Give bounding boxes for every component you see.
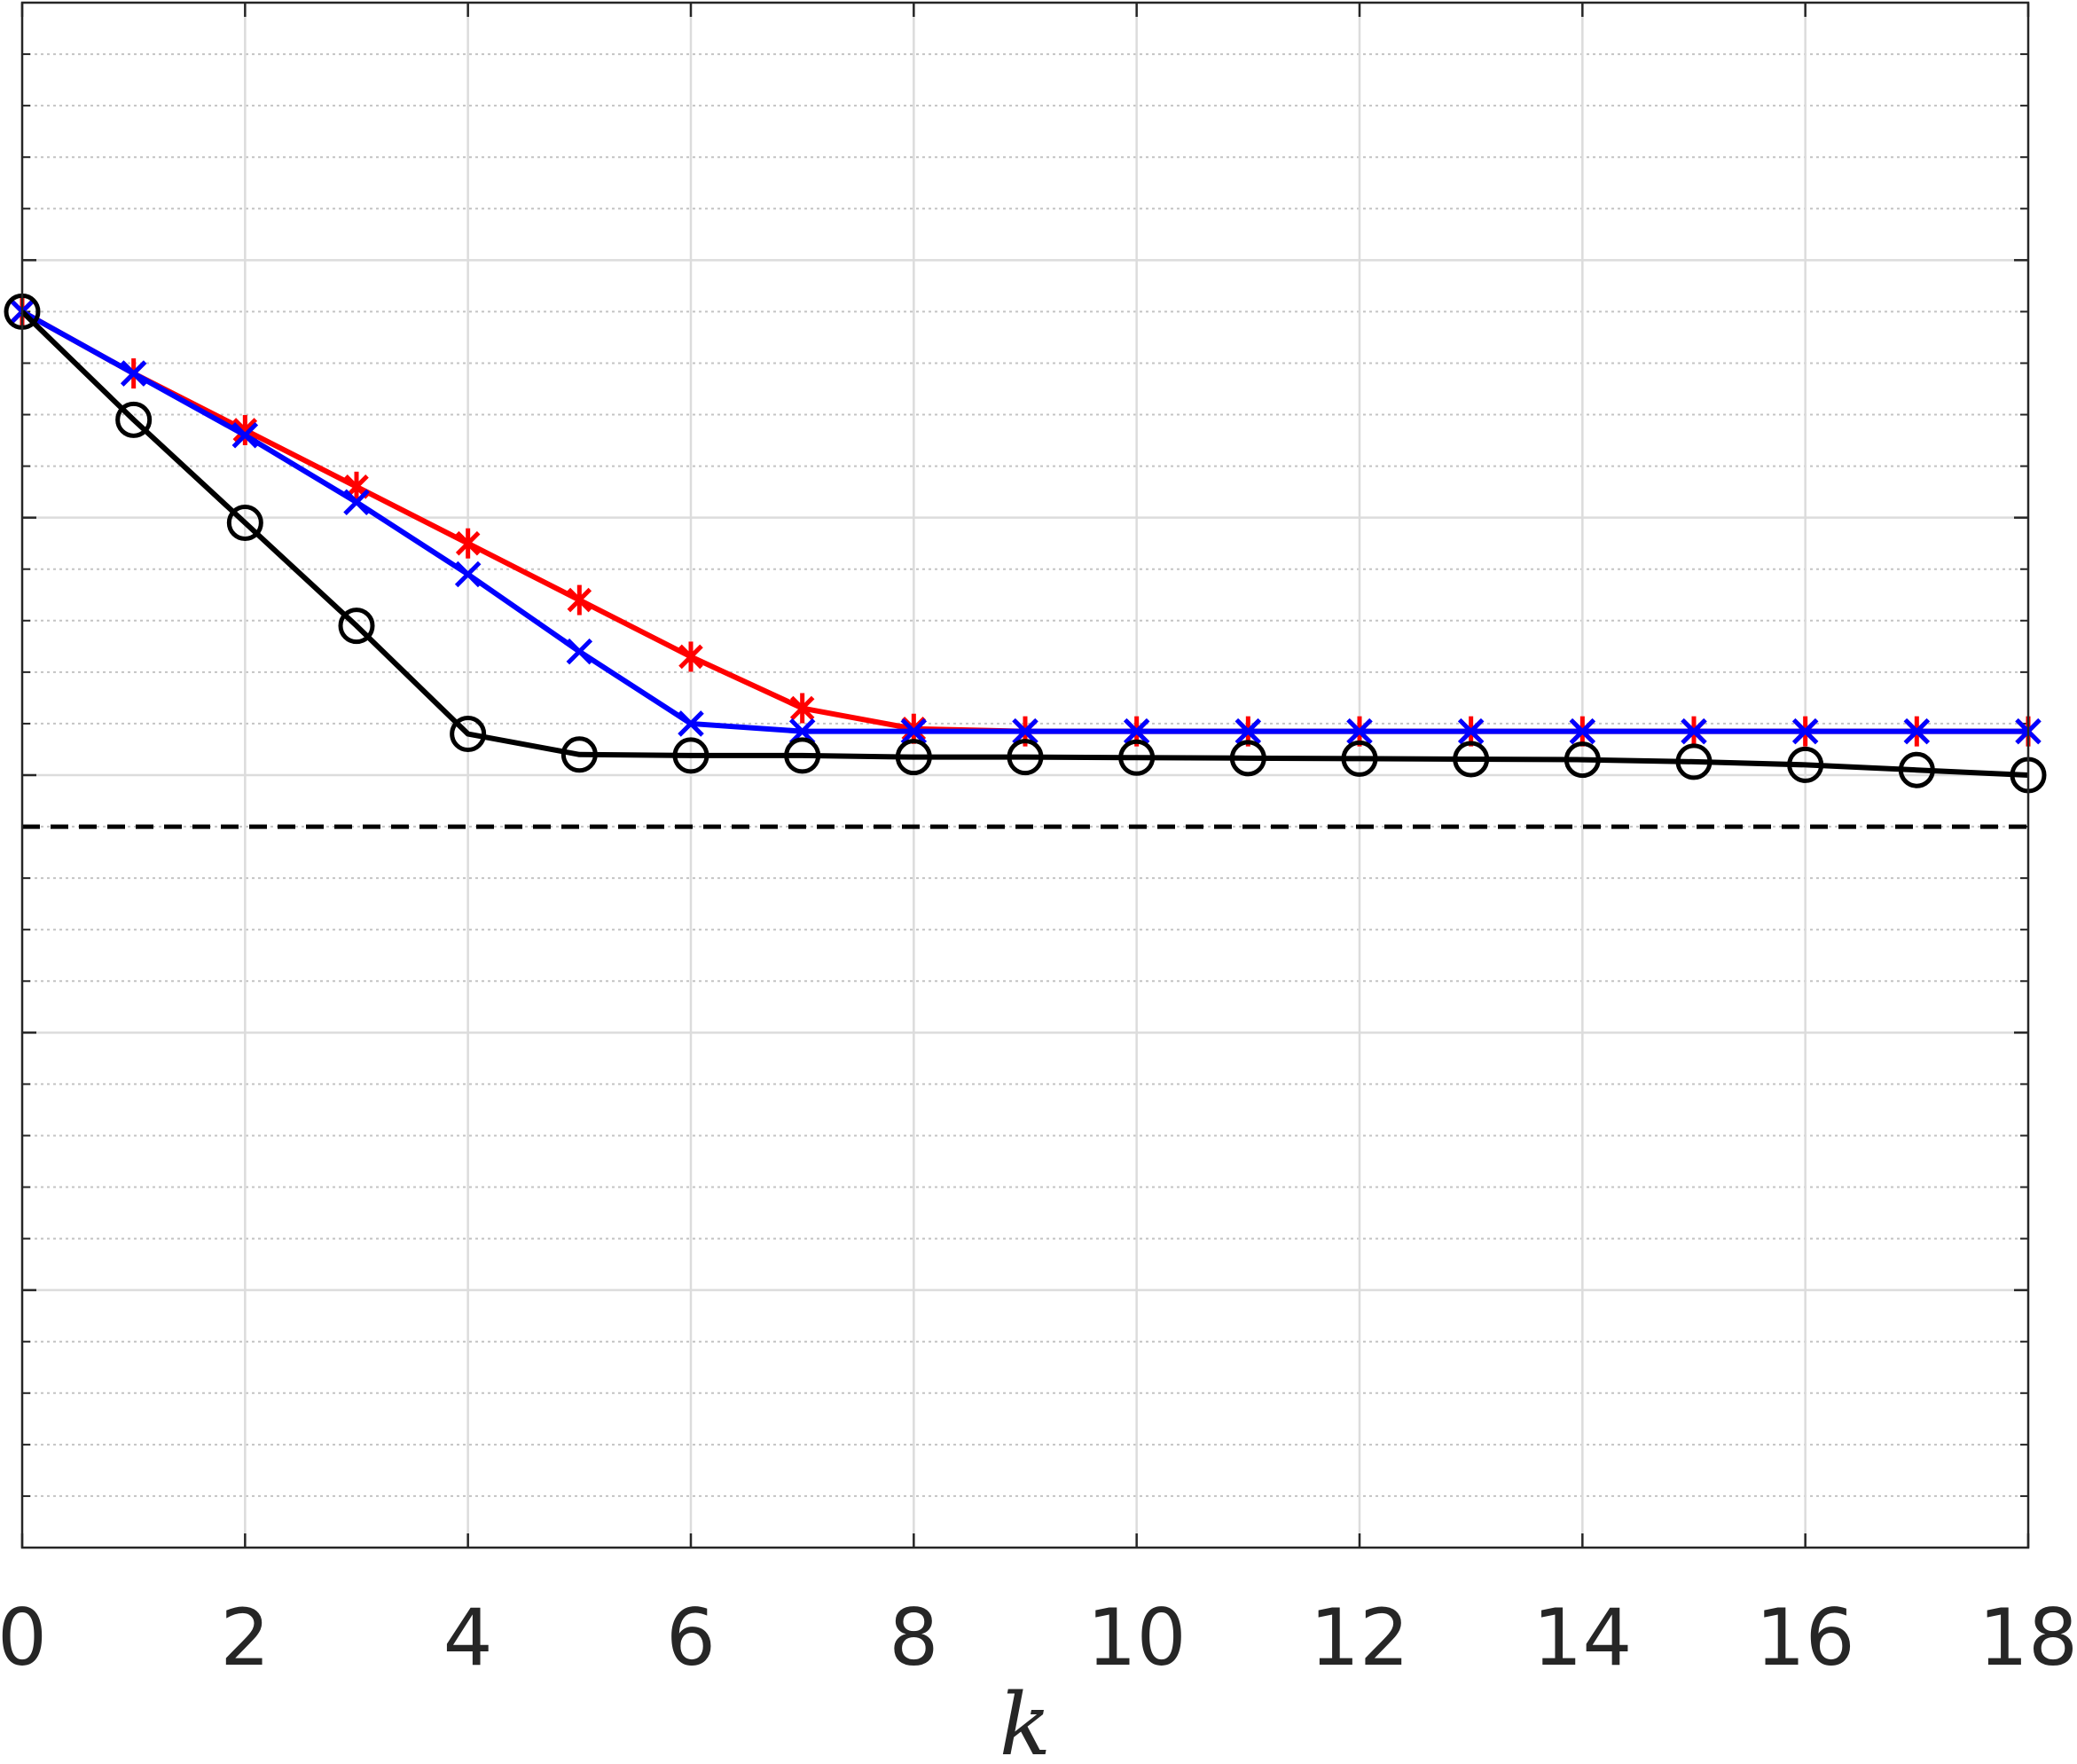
series-line	[20, 309, 2028, 734]
circle-marker	[560, 736, 598, 773]
data-point	[1791, 717, 1819, 745]
x-tick-label: 14	[1532, 1592, 1632, 1683]
asterisk-marker-stroke	[455, 530, 481, 556]
data-point	[1007, 739, 1044, 776]
circle-marker	[1898, 751, 1935, 788]
circle-marker	[895, 739, 932, 776]
x-tick-labels: 0 2 4 6 8 10 12 14 16 18	[0, 1592, 2077, 1683]
series-asterisk	[10, 296, 2041, 747]
circle-marker	[784, 737, 821, 774]
x-tick-label: 18	[1979, 1592, 2077, 1683]
x-marker-stroke	[1012, 717, 1038, 745]
plot-frame	[20, 1, 2030, 1549]
series-line	[20, 310, 2029, 778]
data-point	[338, 608, 375, 645]
series-layer	[4, 293, 2047, 794]
x-marker-stroke	[343, 489, 370, 516]
data-point	[1675, 743, 1713, 780]
x-marker-stroke	[1457, 717, 1485, 745]
data-point	[1898, 751, 1935, 788]
x-marker-stroke	[1123, 717, 1150, 745]
data-point	[1569, 717, 1596, 745]
circle-marker	[1564, 741, 1601, 779]
series-x	[9, 298, 2042, 745]
x-marker-stroke	[454, 561, 482, 588]
circle-marker	[672, 737, 709, 774]
data-point	[672, 737, 709, 774]
circle-marker	[1675, 743, 1713, 780]
circle-marker	[1007, 739, 1044, 776]
circle-marker	[115, 401, 153, 438]
data-point	[560, 736, 598, 773]
x-tick-label: 4	[443, 1592, 493, 1683]
data-point	[343, 489, 370, 516]
x-marker-stroke	[1569, 717, 1596, 745]
data-point	[567, 584, 592, 615]
x-tick-label: 8	[889, 1592, 938, 1683]
data-point	[120, 360, 147, 387]
x-marker-stroke	[120, 360, 147, 387]
x-marker-stroke	[788, 717, 816, 745]
data-point	[1453, 741, 1490, 778]
x-marker-stroke	[231, 421, 259, 449]
data-point	[450, 716, 487, 753]
data-point	[1564, 741, 1601, 779]
data-point	[788, 717, 816, 745]
data-point	[115, 401, 153, 438]
data-point	[895, 739, 932, 776]
data-point	[784, 737, 821, 774]
x-marker-stroke	[1903, 717, 1931, 745]
circle-marker	[1229, 740, 1266, 777]
x-tick-label: 6	[666, 1592, 716, 1683]
asterisk-marker-stroke	[678, 644, 703, 670]
circle-marker	[1787, 746, 1824, 783]
x-tick-label: 12	[1310, 1592, 1409, 1683]
data-point	[1903, 717, 1931, 745]
circle-marker	[450, 716, 487, 753]
x-marker-stroke	[1234, 717, 1262, 745]
x-marker-stroke	[900, 717, 928, 745]
data-point	[678, 641, 703, 672]
x-tick-label: 10	[1087, 1592, 1187, 1683]
data-point	[454, 561, 482, 588]
circle-marker	[226, 504, 263, 541]
data-point	[1341, 740, 1378, 777]
data-point	[1681, 717, 1707, 745]
data-point	[455, 528, 481, 559]
data-point	[1787, 746, 1824, 783]
circle-marker	[1118, 739, 1156, 776]
data-point	[1012, 717, 1038, 745]
data-point	[1118, 739, 1156, 776]
x-tick-label: 2	[220, 1592, 270, 1683]
data-point	[231, 421, 259, 449]
data-point	[1234, 717, 1262, 745]
asterisk-marker-stroke	[567, 587, 592, 613]
x-marker-stroke	[1681, 717, 1707, 745]
circle-marker	[1453, 741, 1490, 778]
circle-marker	[338, 608, 375, 645]
x-tick-label: 0	[0, 1592, 47, 1683]
circle-marker	[1341, 740, 1378, 777]
data-point	[1346, 717, 1373, 745]
data-point	[566, 638, 593, 665]
x-marker-stroke	[678, 710, 704, 737]
asterisk-marker-stroke	[789, 695, 815, 721]
data-point	[900, 717, 928, 745]
data-point	[1457, 717, 1485, 745]
data-point	[1229, 740, 1266, 777]
data-point	[678, 710, 704, 737]
asterisk-marker-stroke	[232, 418, 258, 443]
x-marker-stroke	[566, 638, 593, 665]
x-tick-label: 16	[1756, 1592, 1855, 1683]
data-point	[226, 504, 263, 541]
data-point	[789, 693, 815, 724]
data-point	[1123, 717, 1150, 745]
x-axis-label: k	[999, 1675, 1051, 1764]
x-marker-stroke	[1346, 717, 1373, 745]
series-line	[20, 309, 2028, 734]
x-marker-stroke	[1791, 717, 1819, 745]
